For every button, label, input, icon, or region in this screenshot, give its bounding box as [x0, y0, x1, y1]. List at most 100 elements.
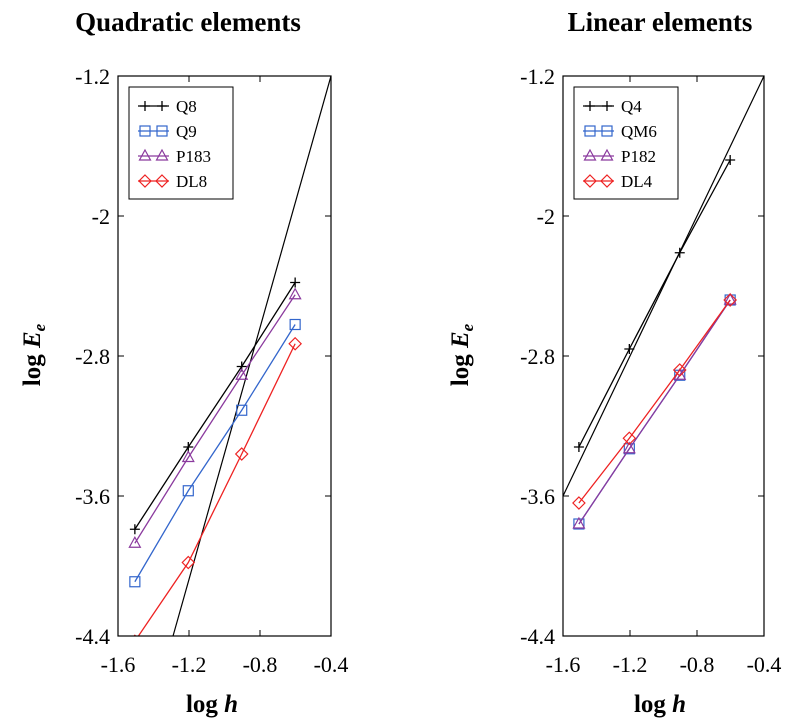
legend-marker [138, 174, 152, 188]
legend-marker [156, 125, 168, 137]
x-axis-label: log h [186, 691, 238, 718]
data-point-p183 [128, 536, 142, 548]
reference-line [563, 76, 764, 497]
legend-marker [602, 101, 612, 111]
series-line-q8 [134, 282, 296, 530]
data-point-q8 [129, 524, 140, 535]
y-tick-label: -2 [92, 204, 110, 229]
legend-entry: DL8 [138, 172, 207, 191]
legend-marker [601, 125, 613, 137]
legend-marker [155, 174, 169, 188]
data-point-p183 [235, 368, 249, 380]
legend-entry: P182 [583, 147, 656, 166]
x-tick-label: -1.6 [546, 652, 581, 677]
chart-title: Quadratic elements [75, 7, 301, 37]
y-tick-label: -2 [537, 204, 555, 229]
legend-marker [583, 174, 597, 188]
legend-entry: DL4 [583, 172, 653, 191]
legend: Q4 QM6 P182 DL4 [573, 86, 679, 200]
y-tick-label: -2.8 [75, 344, 110, 369]
legend-label: Q8 [176, 97, 197, 116]
x-tick-label: -1.2 [613, 652, 648, 677]
series-line-q4 [578, 159, 731, 448]
data-point-dl8 [133, 634, 137, 636]
data-point-dl4 [572, 496, 586, 510]
data-point-q4 [725, 155, 736, 165]
legend-label: DL8 [176, 172, 207, 191]
data-point-q9 [182, 485, 194, 497]
data-point-q9 [129, 576, 141, 588]
legend-entry: QM6 [583, 122, 657, 141]
y-tick-label: -1.2 [520, 64, 555, 89]
legend-marker [140, 101, 150, 111]
axes-frame [117, 75, 332, 637]
data-point-q4 [674, 247, 685, 258]
legend-marker [583, 148, 597, 161]
y-tick-label: -1.2 [75, 64, 110, 89]
data-point-q9 [289, 318, 301, 331]
legend-marker [600, 148, 614, 161]
data-point-p182 [723, 292, 737, 305]
legend-entry: P183 [138, 147, 211, 166]
legend-label: P182 [621, 147, 656, 166]
series-line-dl4 [578, 299, 731, 504]
panel-linear: Linear elements log Ee log h -1.6 -1.2 -0.… [447, 7, 781, 718]
x-tick-label: -1.2 [172, 652, 207, 677]
axes-frame [562, 75, 765, 637]
legend-marker [139, 125, 151, 137]
plot-area: -1.6 -1.2 -0.8 -0.4 -4.4 -3.6 -2.8 -2 -1.2 Q4 QM6 P… [520, 64, 781, 677]
y-tick-label: -3.6 [520, 484, 555, 509]
y-axis-label: log Ee [19, 323, 49, 386]
series-line-p182 [578, 299, 731, 525]
x-tick-label: -0.4 [314, 652, 349, 677]
data-point-q4 [573, 442, 584, 452]
legend-marker [155, 148, 169, 161]
data-point-dl8 [234, 447, 249, 461]
x-tick-label: -1.6 [101, 652, 136, 677]
data-point-dl4 [622, 431, 637, 446]
plot-content [128, 76, 331, 636]
panel-quadratic: Quadratic elements log Ee log h -1.6 -1.2… [19, 7, 348, 718]
data-point-dl8 [288, 336, 302, 351]
x-tick-label: -0.8 [680, 652, 715, 677]
legend-label: Q9 [176, 122, 197, 141]
data-point-dl4 [672, 363, 687, 377]
legend-marker [138, 148, 152, 161]
legend-marker [157, 101, 167, 111]
y-tick-label: -3.6 [75, 484, 110, 509]
plot-content [563, 76, 764, 530]
series-line-p183 [134, 294, 296, 544]
data-point-p182 [572, 516, 586, 529]
legend-marker [585, 101, 595, 111]
data-point-q8 [290, 277, 301, 288]
data-point-p183 [288, 287, 302, 300]
x-tick-label: -0.4 [747, 652, 782, 677]
legend-label: P183 [176, 147, 211, 166]
legend-marker [600, 174, 614, 188]
legend-label: DL4 [621, 172, 653, 191]
data-point-dl4 [723, 293, 738, 307]
data-point-q9 [236, 404, 248, 416]
y-tick-label: -4.4 [520, 624, 555, 649]
y-tick-label: -4.4 [75, 624, 110, 649]
legend-entry: Q9 [138, 122, 197, 141]
data-point-q4 [624, 344, 635, 354]
y-tick-label: -2.8 [520, 344, 555, 369]
legend-marker [584, 125, 596, 137]
data-point-p182 [622, 441, 636, 454]
x-tick-label: -0.8 [243, 652, 278, 677]
data-point-p183 [181, 450, 195, 463]
reference-line [172, 76, 331, 636]
legend-entry: Q8 [138, 97, 197, 116]
legend-label: Q4 [621, 97, 642, 116]
x-axis-label: log h [634, 691, 686, 718]
legend: Q8 Q9 P183 DL8 [128, 86, 234, 200]
plot-area: -1.6 -1.2 -0.8 -0.4 -4.4 -3.6 -2.8 -2 -1.2 Q8 Q9 P1… [75, 64, 348, 677]
y-axis-label: log Ee [447, 323, 477, 386]
series-line-dl8 [137, 343, 296, 636]
series-line-q9 [134, 324, 296, 583]
chart-title: Linear elements [568, 7, 753, 37]
legend-label: QM6 [621, 122, 657, 141]
legend-entry: Q4 [583, 97, 642, 116]
